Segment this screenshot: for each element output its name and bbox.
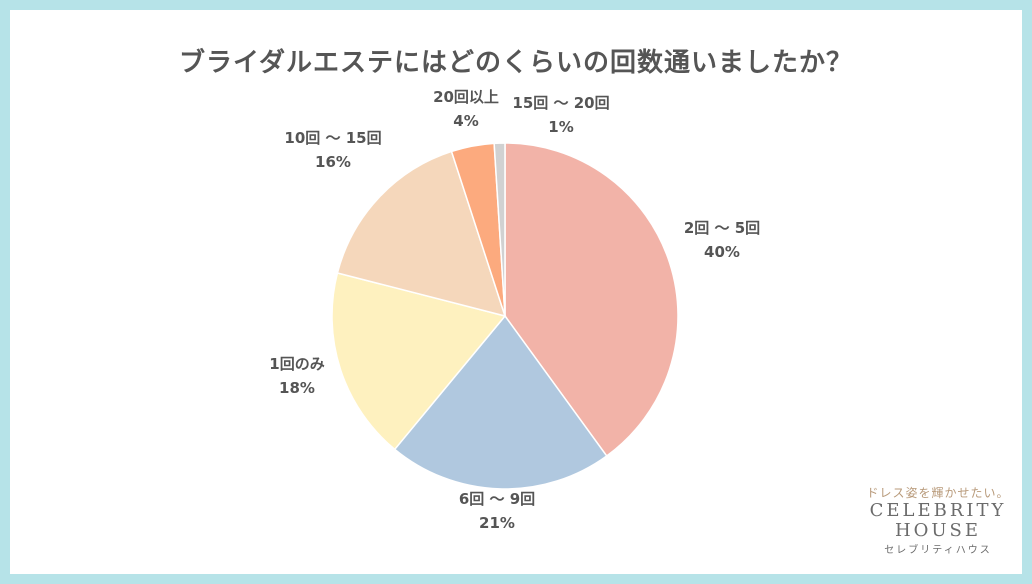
slice-label: 20回以上 bbox=[433, 88, 499, 106]
slice-percent: 40% bbox=[704, 243, 740, 261]
slice-percent: 16% bbox=[315, 153, 351, 171]
brand-logo: ドレス姿を輝かせたい。 CELEBRITY HOUSE セレブリティハウス bbox=[858, 484, 1018, 556]
slice-label: 1回のみ bbox=[269, 355, 324, 373]
brand-name-line1: CELEBRITY bbox=[869, 500, 1007, 521]
slice-percent: 4% bbox=[453, 112, 478, 130]
brand-name-line2: HOUSE bbox=[894, 520, 982, 541]
slice-percent: 1% bbox=[548, 118, 573, 136]
slice-label: 15回 ～ 20回 bbox=[512, 94, 609, 112]
slice-percent: 21% bbox=[479, 514, 515, 532]
slice-label: 6回 ～ 9回 bbox=[459, 490, 535, 508]
slice-label: 2回 ～ 5回 bbox=[684, 219, 760, 237]
brand-tagline: ドレス姿を輝かせたい。 bbox=[866, 486, 1010, 500]
brand-kana: セレブリティハウス bbox=[884, 545, 992, 556]
pie-slice bbox=[504, 142, 679, 458]
slice-percent: 18% bbox=[279, 379, 315, 397]
pie-slice bbox=[393, 314, 608, 490]
chart-title: ブライダルエステにはどのくらいの回数通いましたか？ bbox=[179, 48, 853, 78]
slice-label: 10回 ～ 15回 bbox=[284, 129, 381, 147]
pie-slice bbox=[493, 142, 506, 317]
pie-slice bbox=[336, 150, 507, 318]
pie-slice bbox=[331, 272, 507, 451]
